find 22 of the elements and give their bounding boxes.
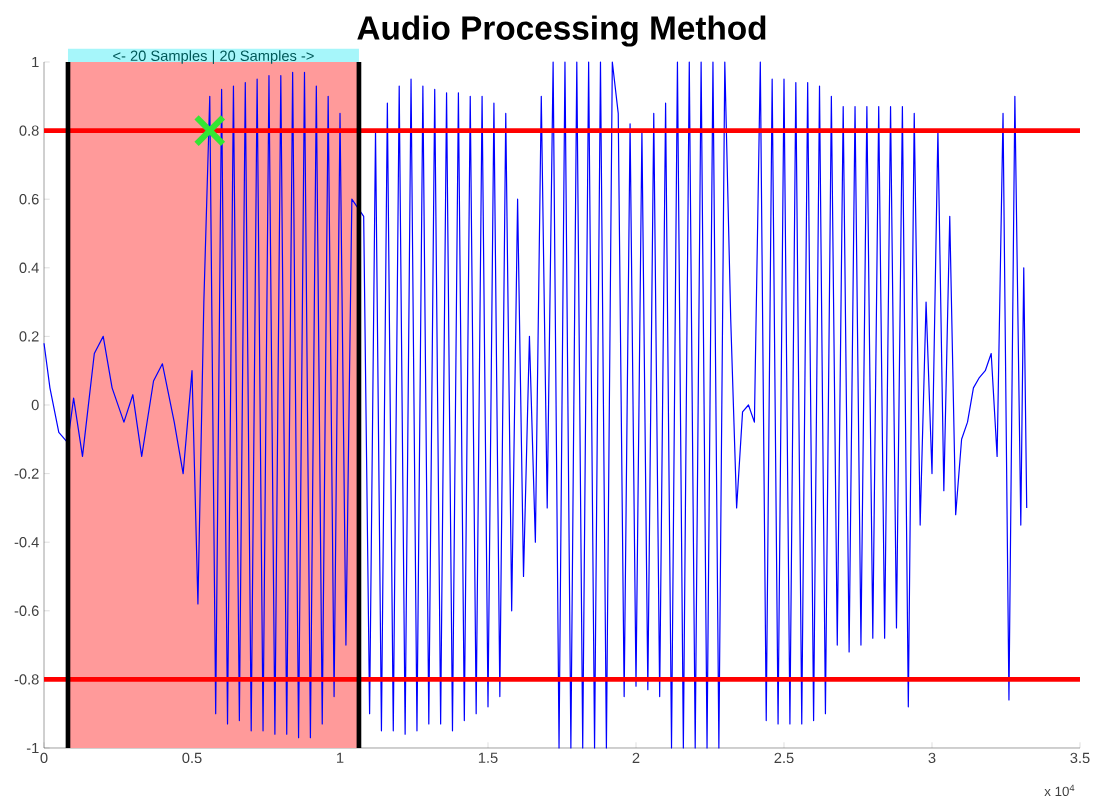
y-tick-label: 0 (31, 399, 39, 411)
x-tick-label: 3 (928, 752, 936, 764)
band-label: <- 20 Samples | 20 Samples -> (113, 50, 314, 64)
y-tick-label: 0.4 (19, 262, 39, 273)
y-tick-label: -0.6 (14, 605, 39, 616)
y-tick-label: -0.8 (14, 674, 39, 685)
x-tick-label: 0 (40, 752, 48, 764)
x-tick-label: 3.5 (1070, 752, 1090, 764)
y-tick-label: 0.6 (19, 194, 39, 205)
x-tick-label: 1.5 (478, 752, 498, 763)
y-tick-label: -0.4 (14, 537, 39, 548)
chart-title: Audio Processing Method (357, 15, 766, 47)
y-tick-label: -0.2 (14, 468, 39, 479)
x-tick-label: 2 (632, 752, 640, 763)
y-tick-label: 1 (32, 56, 39, 68)
y-tick-label: 0.2 (19, 331, 39, 342)
x-tick-label: 2.5 (774, 752, 794, 764)
y-tick-label: -1 (26, 742, 39, 754)
x-tick-label: 0.5 (182, 752, 202, 764)
x-tick-label: 1 (337, 752, 344, 763)
text: x 10$^{4}$ (1044, 784, 1075, 797)
y-tick-label: 0.8 (19, 125, 39, 136)
